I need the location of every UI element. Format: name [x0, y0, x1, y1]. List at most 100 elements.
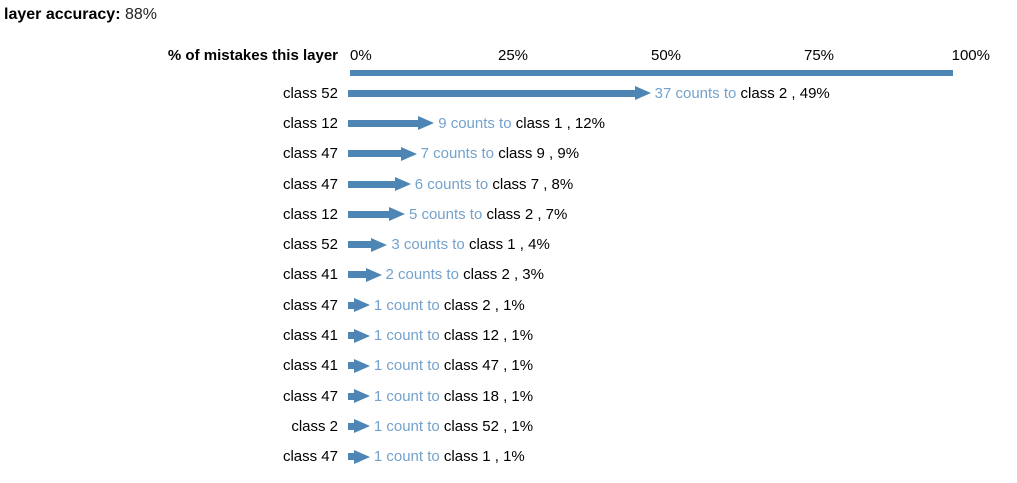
count-text: 7 counts to [420, 145, 499, 163]
target-text: class 1 , 1% [443, 448, 525, 466]
mistake-bar: 1 count to class 52 , 1% [348, 418, 533, 435]
arrow-shaft [348, 301, 354, 309]
source-class-label: class 12 [282, 205, 338, 223]
arrow-shaft [348, 362, 354, 370]
mistake-rows: class 52 37 counts to class 2 , 49% class … [0, 78, 1017, 472]
mistake-row: class 47 6 counts to class 7 , 8% [0, 169, 1017, 199]
target-text: class 7 , 8% [492, 175, 574, 193]
axis-ticks: 0% 25% 50% 75% 100% [348, 47, 1017, 64]
target-text: class 9 , 9% [498, 145, 580, 163]
mistake-text: 2 counts to class 2 , 3% [386, 266, 544, 283]
target-text: class 2 , 3% [463, 266, 544, 284]
count-text: 1 count to [373, 448, 444, 466]
page-title: layer accuracy: 88% [0, 0, 1017, 24]
source-class-label: class 47 [282, 448, 338, 466]
mistake-row: class 47 1 count to class 1 , 1% [0, 442, 1017, 472]
axis-label: % of mistakes this layer [167, 47, 338, 64]
count-text: 5 counts to [408, 205, 487, 223]
mistake-bar: 37 counts to class 2 , 49% [348, 85, 830, 102]
mistake-text: 5 counts to class 2 , 7% [409, 206, 567, 223]
target-text: class 12 , 1% [443, 327, 534, 345]
mistake-bar: 1 count to class 1 , 1% [348, 448, 525, 465]
mistake-row: class 41 2 counts to class 2 , 3% [0, 260, 1017, 290]
count-text: 37 counts to [654, 84, 741, 102]
arrow-head-icon [388, 207, 405, 222]
mistake-text: 1 count to class 47 , 1% [374, 357, 533, 374]
mistake-row: class 2 1 count to class 52 , 1% [0, 411, 1017, 441]
axis-tick-100: 100% [951, 47, 990, 64]
count-text: 1 count to [373, 417, 444, 435]
arrow-shaft [348, 180, 395, 188]
mistake-text: 1 count to class 2 , 1% [374, 297, 525, 314]
mistake-text: 3 counts to class 1 , 4% [391, 236, 549, 253]
arrow-shaft [348, 453, 354, 461]
mistake-bar: 7 counts to class 9 , 9% [348, 145, 579, 162]
arrow-head-icon [418, 116, 435, 131]
arrow-head-icon [353, 419, 370, 434]
mistake-text: 7 counts to class 9 , 9% [421, 145, 579, 162]
mistake-row: class 47 1 count to class 18 , 1% [0, 381, 1017, 411]
source-class-label: class 47 [282, 387, 338, 405]
arrow-shaft [348, 119, 419, 127]
target-text: class 2 , 1% [443, 296, 525, 314]
mistake-bar: 1 count to class 18 , 1% [348, 388, 533, 405]
mistake-bar: 2 counts to class 2 , 3% [348, 266, 544, 283]
axis-line [350, 70, 953, 76]
mistake-row: class 12 9 counts to class 1 , 12% [0, 108, 1017, 138]
source-class-label: class 47 [282, 175, 338, 193]
axis-tick-75: 75% [803, 47, 835, 64]
mistake-bar: 1 count to class 47 , 1% [348, 357, 533, 374]
arrow-shaft [348, 150, 401, 158]
arrow-head-icon [634, 86, 651, 101]
count-text: 1 count to [373, 357, 444, 375]
axis-tick-0: 0% [350, 47, 372, 64]
chart-header: % of mistakes this layer 0% 25% 50% 75% … [0, 47, 1017, 64]
mistake-text: 1 count to class 18 , 1% [374, 388, 533, 405]
mistake-bar: 9 counts to class 1 , 12% [348, 115, 605, 132]
mistake-row: class 52 3 counts to class 1 , 4% [0, 229, 1017, 259]
source-class-label: class 2 [291, 417, 338, 435]
source-class-label: class 41 [282, 266, 338, 284]
arrow-shaft [348, 89, 635, 97]
target-text: class 52 , 1% [443, 417, 534, 435]
arrow-head-icon [353, 389, 370, 404]
arrow-shaft [348, 241, 372, 249]
target-text: class 47 , 1% [443, 357, 534, 375]
source-class-label: class 41 [282, 357, 338, 375]
mistake-bar: 3 counts to class 1 , 4% [348, 236, 550, 253]
mistake-text: 1 count to class 1 , 1% [374, 448, 525, 465]
mistake-text: 1 count to class 52 , 1% [374, 418, 533, 435]
target-text: class 2 , 7% [486, 205, 568, 223]
count-text: 2 counts to [385, 266, 464, 284]
target-text: class 1 , 12% [515, 114, 605, 132]
target-text: class 2 , 49% [740, 84, 830, 102]
arrow-head-icon [353, 358, 370, 373]
arrow-head-icon [371, 237, 388, 252]
mistake-text: 9 counts to class 1 , 12% [438, 115, 605, 132]
source-class-label: class 47 [282, 145, 338, 163]
mistake-bar: 6 counts to class 7 , 8% [348, 176, 573, 193]
source-class-label: class 52 [282, 236, 338, 254]
source-class-label: class 47 [282, 296, 338, 314]
mistake-row: class 47 7 counts to class 9 , 9% [0, 139, 1017, 169]
arrow-head-icon [353, 298, 370, 313]
mistake-row: class 12 5 counts to class 2 , 7% [0, 199, 1017, 229]
count-text: 3 counts to [391, 236, 469, 254]
layer-accuracy-value: 88% [124, 6, 158, 23]
mistake-bar: 5 counts to class 2 , 7% [348, 206, 567, 223]
source-class-label: class 52 [282, 84, 338, 102]
arrow-shaft [348, 422, 354, 430]
mistake-bar: 1 count to class 2 , 1% [348, 297, 525, 314]
source-class-label: class 41 [282, 327, 338, 345]
count-text: 1 count to [373, 327, 444, 345]
mistake-text: 37 counts to class 2 , 49% [655, 85, 830, 102]
count-text: 1 count to [373, 296, 444, 314]
target-text: class 1 , 4% [468, 236, 550, 254]
axis-tick-25: 25% [497, 47, 529, 64]
mistake-row: class 41 1 count to class 47 , 1% [0, 351, 1017, 381]
mistake-bar: 1 count to class 12 , 1% [348, 327, 533, 344]
count-text: 9 counts to [438, 114, 516, 132]
mistake-row: class 47 1 count to class 2 , 1% [0, 290, 1017, 320]
count-text: 1 count to [373, 387, 444, 405]
target-text: class 18 , 1% [443, 387, 534, 405]
